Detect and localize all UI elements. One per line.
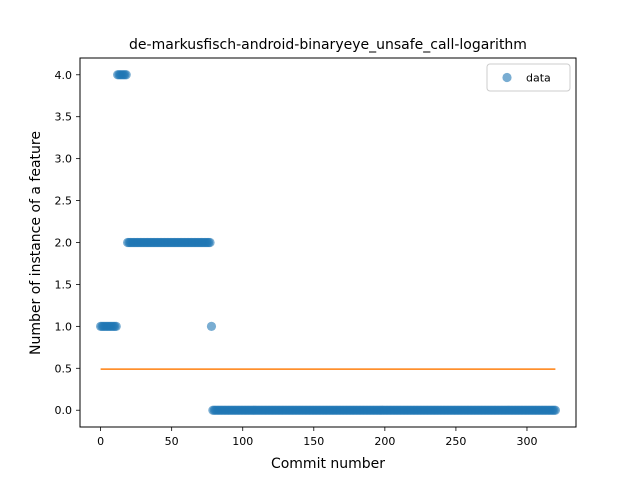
y-axis-label: Number of instance of a feature [28, 131, 44, 355]
y-tick-label: 3.0 [55, 153, 73, 166]
axes: 0 50 100 150 200 250 300 0.0 0.5 1.0 1.5 2.0 2.5 3.0 3… [55, 57, 577, 448]
y-tick-label: 2.0 [55, 237, 73, 250]
x-tick-label: 0 [97, 435, 104, 448]
data-point [205, 237, 215, 248]
chart-title: de-markusfisch-android-binaryeye_unsafe_… [129, 37, 527, 53]
x-tick-label: 250 [445, 435, 466, 448]
y-tick-label: 0.5 [55, 362, 73, 375]
plot-inner [96, 70, 560, 415]
x-tick-label: 150 [303, 435, 324, 448]
y-tick-label: 2.5 [55, 195, 73, 208]
x-tick-label: 50 [165, 435, 179, 448]
y-tick-label: 4.0 [55, 69, 73, 82]
data-point [550, 405, 560, 415]
x-tick-label: 100 [232, 435, 253, 448]
y-tick-label: 0.0 [55, 404, 73, 417]
plot-area [96, 70, 560, 415]
data-point [121, 70, 131, 80]
data-point [111, 321, 121, 331]
y-tick-label: 1.5 [55, 278, 73, 291]
x-tick-label: 300 [516, 435, 537, 448]
legend-box [486, 63, 571, 92]
legend-label: data [526, 72, 551, 85]
y-tick-label: 3.5 [55, 111, 73, 124]
legend: data [486, 63, 571, 92]
scatter-series-0 [96, 70, 560, 415]
y-tick-label: 1.0 [55, 320, 73, 333]
legend-marker [502, 72, 512, 83]
data-point [206, 321, 217, 331]
x-axis-label: Commit number [271, 456, 385, 472]
x-tick-label: 200 [374, 435, 395, 448]
